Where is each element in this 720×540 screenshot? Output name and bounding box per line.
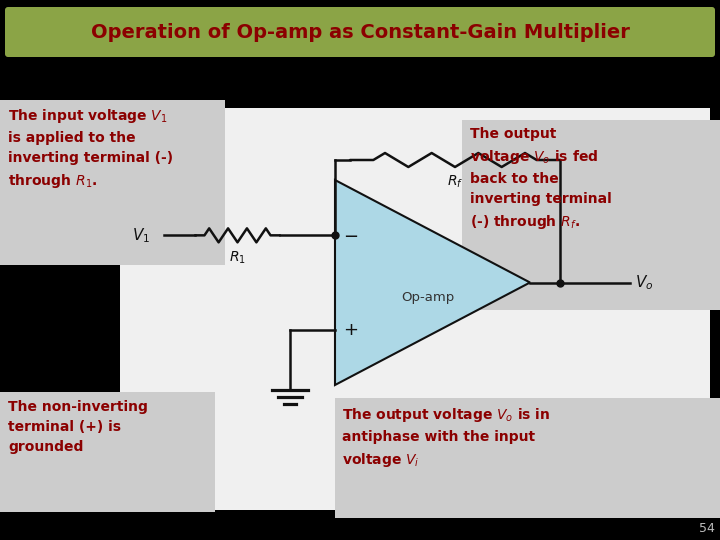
Polygon shape <box>335 180 530 385</box>
Text: $V_o$: $V_o$ <box>635 273 654 292</box>
Text: Operation of Op-amp as Constant-Gain Multiplier: Operation of Op-amp as Constant-Gain Mul… <box>91 23 629 42</box>
Text: $+$: $+$ <box>343 321 359 339</box>
Text: The input voltage $V_1$
is applied to the
inverting terminal (-)
through $R_1$.: The input voltage $V_1$ is applied to th… <box>8 107 173 190</box>
Bar <box>335 398 720 518</box>
Bar <box>0 100 225 265</box>
Bar <box>120 108 710 510</box>
Text: $R_1$: $R_1$ <box>229 249 246 266</box>
Text: $V_1$: $V_1$ <box>132 226 150 245</box>
Text: Op-amp: Op-amp <box>401 291 454 304</box>
Bar <box>0 392 215 512</box>
Text: The non-inverting
terminal (+) is
grounded: The non-inverting terminal (+) is ground… <box>8 400 148 454</box>
Text: 54: 54 <box>699 522 715 535</box>
Bar <box>462 120 720 310</box>
Text: $R_f$: $R_f$ <box>447 174 463 191</box>
Text: $-$: $-$ <box>343 226 359 244</box>
Text: The output
voltage $V_o$ is fed
back to the
inverting terminal
(-) through $R_f$: The output voltage $V_o$ is fed back to … <box>470 127 612 232</box>
Text: The output voltage $V_o$ is in
antiphase with the input
voltage $V_i$: The output voltage $V_o$ is in antiphase… <box>342 406 550 469</box>
FancyBboxPatch shape <box>5 7 715 57</box>
